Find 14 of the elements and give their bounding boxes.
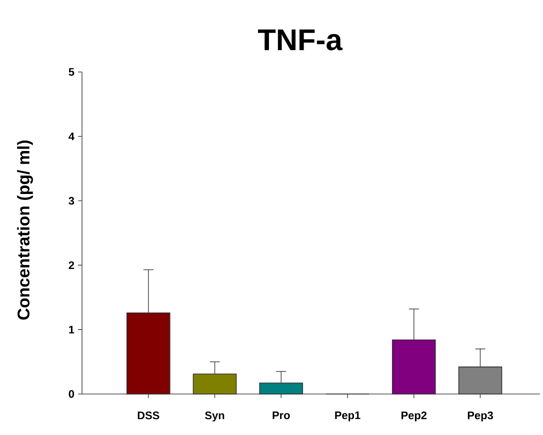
y-tick-label: 4 <box>68 132 74 140</box>
y-axis-title: Concentration (pg/ ml) <box>17 140 33 320</box>
y-tick-label: 2 <box>68 261 74 270</box>
x-tick-label: DSS <box>138 412 160 420</box>
x-tick-label: Pep3 <box>468 412 493 422</box>
x-tick-label: Syn <box>205 412 224 422</box>
y-tick-label: 3 <box>68 196 74 205</box>
chart-title: TNF-a <box>258 30 343 50</box>
x-tick-label: Pep2 <box>402 412 427 422</box>
y-tick-label: 0 <box>68 390 74 398</box>
x-tick-label: Pro <box>272 412 290 420</box>
x-tick-label: Pep1 <box>335 412 360 422</box>
y-tick-label: 1 <box>69 326 74 334</box>
y-tick-label: 5 <box>68 68 74 76</box>
